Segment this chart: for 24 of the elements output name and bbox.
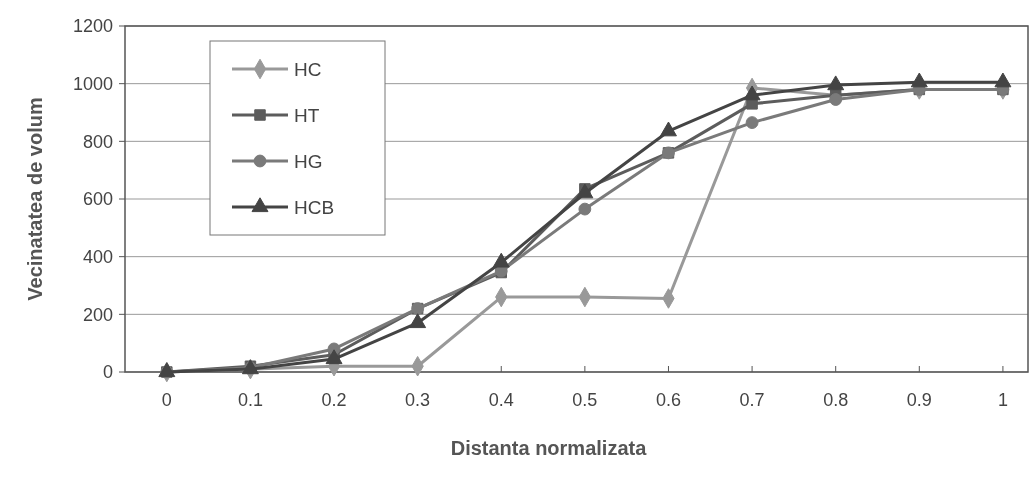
x-tick-label: 0.5 — [572, 390, 598, 410]
x-axis-title: Distanta normalizata — [450, 437, 648, 459]
x-tick-label: 0.7 — [739, 390, 765, 410]
x-tick-label: 0.1 — [237, 390, 263, 410]
x-tick-label: 0.6 — [655, 390, 681, 410]
legend-label: HT — [294, 104, 320, 126]
x-tick-label: 0.9 — [906, 390, 932, 410]
legend-label: HCB — [294, 196, 335, 218]
y-tick-label: 1000 — [72, 73, 113, 94]
x-tick-label: 0.4 — [488, 390, 514, 410]
y-tick-label: 0 — [102, 362, 113, 383]
x-tick-label: 0.8 — [823, 390, 849, 410]
y-tick-label: 600 — [82, 189, 113, 210]
legend-label: HG — [294, 150, 323, 172]
y-tick-label: 200 — [82, 304, 113, 325]
y-tick-label: 1200 — [72, 16, 113, 37]
legend-label: HC — [294, 58, 322, 80]
y-tick-label: 400 — [82, 246, 113, 267]
y-axis-title: Vecinatatea de volum — [24, 97, 46, 301]
x-tick-label: 0.2 — [321, 390, 347, 410]
x-tick-label: 0.3 — [405, 390, 431, 410]
x-tick-label: 0 — [161, 390, 172, 410]
x-tick-label: 1 — [997, 390, 1008, 410]
y-tick-label: 800 — [82, 131, 113, 152]
